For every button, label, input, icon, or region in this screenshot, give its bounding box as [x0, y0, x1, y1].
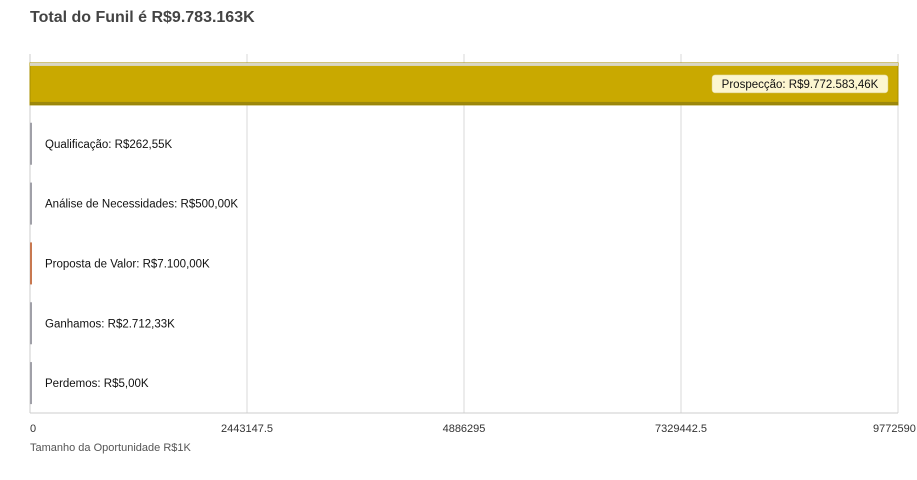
x-tick-label: 9772590	[873, 423, 916, 435]
data-labels-group: Prospecção: R$9.772.583,46K Qualificação:…	[45, 74, 889, 390]
bar[interactable]	[30, 362, 32, 405]
bar-shadow	[30, 101, 898, 105]
bar[interactable]	[30, 122, 32, 165]
x-tick-labels: 0 2443147.5 4886295 7329442.5 9772590	[30, 423, 916, 435]
x-tick-label: 7329442.5	[655, 423, 707, 435]
bar[interactable]	[30, 302, 32, 345]
x-tick-label: 2443147.5	[221, 423, 273, 435]
data-label: Análise de Necessidades: R$500,00K	[45, 199, 238, 211]
data-label-box	[711, 74, 889, 94]
bar-highlight	[30, 62, 898, 66]
data-label: Perdemos: R$5,00K	[45, 378, 149, 390]
x-tick-label: 0	[30, 423, 36, 435]
x-axis-label: Tamanho da Oportunidade R$1K	[30, 442, 191, 454]
data-label: Qualificação: R$262,55K	[45, 139, 173, 151]
data-label: Proposta de Valor: R$7.100,00K	[45, 258, 210, 270]
x-tick-label: 4886295	[443, 423, 486, 435]
data-label: Prospecção: R$9.772.583,46K	[722, 79, 879, 91]
data-label: Ganhamos: R$2.712,33K	[45, 318, 175, 330]
bar[interactable]	[30, 242, 32, 285]
chart-title: Total do Funil é R$9.783.163K	[30, 9, 255, 26]
grid-lines	[29, 54, 899, 414]
bar[interactable]	[30, 182, 32, 225]
